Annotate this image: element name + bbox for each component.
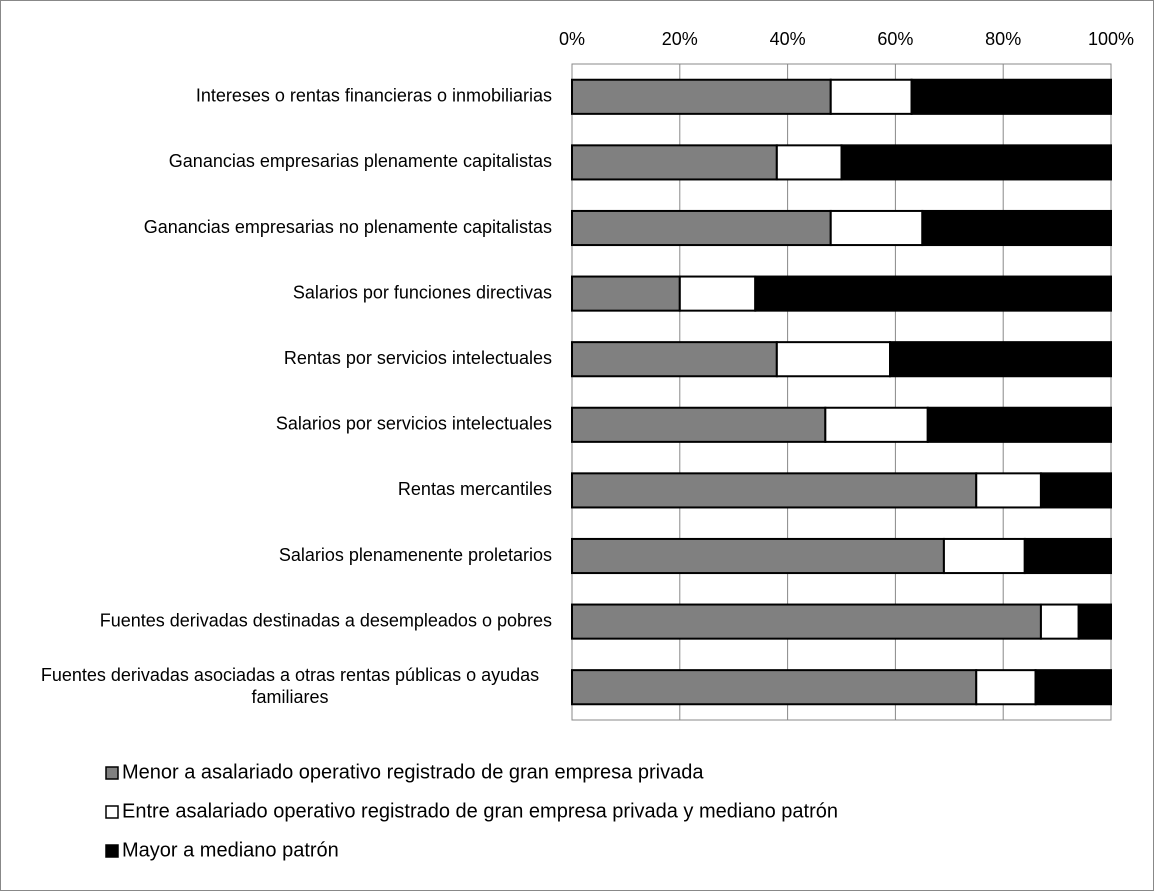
bar-segment: [1023, 537, 1113, 575]
bar-segment: [571, 406, 827, 443]
x-tick-label: 60%: [877, 29, 913, 49]
bar-segment: [829, 209, 924, 247]
bar-segment: [571, 669, 978, 706]
bar-segment: [942, 537, 1026, 575]
bar-segment: [571, 472, 978, 509]
x-tick-label: 80%: [985, 29, 1021, 49]
bar-segment: [571, 209, 832, 247]
bar-segment: [678, 275, 757, 312]
bar-segment: [829, 78, 913, 115]
bar-segment: [1077, 603, 1113, 640]
bar-segment: [840, 144, 1112, 181]
bar-segment: [775, 144, 843, 181]
y-tick-label: Rentas por servicios intelectuales: [284, 348, 552, 368]
legend-swatch: [105, 805, 119, 819]
legend-label: Entre asalariado operativo registrado de…: [122, 800, 838, 822]
y-tick-label: Fuentes derivadas destinadas a desemplea…: [100, 610, 552, 630]
legend-label: Menor a asalariado operativo registrado …: [122, 761, 704, 783]
legend-swatch: [105, 844, 119, 858]
bar-segment: [921, 209, 1112, 247]
bar-segment: [775, 341, 892, 378]
bar-segment: [571, 537, 945, 575]
bar-segment: [824, 406, 929, 443]
bar-segment: [1039, 603, 1080, 640]
bar-segment: [889, 341, 1113, 378]
y-tick-label: Salarios plenamenente proletarios: [279, 545, 552, 565]
x-tick-label: 0%: [559, 29, 585, 49]
bar-segment: [571, 144, 778, 181]
y-tick-label: Rentas mercantiles: [398, 479, 552, 499]
y-tick-label: Ganancias empresarias no plenamente capi…: [144, 217, 552, 237]
bar-segment: [571, 341, 778, 378]
bar-segment: [1039, 472, 1113, 509]
y-tick-label: Salarios por servicios intelectuales: [276, 414, 552, 434]
bar-segment: [571, 78, 832, 115]
legend-swatch: [105, 766, 119, 780]
bar-segment: [754, 275, 1112, 312]
y-tick-label: Intereses o rentas financieras o inmobil…: [196, 86, 552, 106]
bar-segment: [926, 406, 1112, 443]
bar-segment: [910, 78, 1112, 115]
x-tick-label: 20%: [662, 29, 698, 49]
y-tick-label: Fuentes derivadas asociadas a otras rent…: [41, 665, 539, 707]
x-tick-label: 40%: [770, 29, 806, 49]
legend-label: Mayor a mediano patrón: [122, 839, 339, 861]
bar-segment: [975, 472, 1042, 509]
bar-segment: [571, 603, 1042, 640]
bar-segment: [975, 669, 1037, 706]
x-tick-label: 100%: [1088, 29, 1134, 49]
y-tick-label: Ganancias empresarias plenamente capital…: [169, 151, 552, 171]
bar-segment: [1034, 669, 1113, 706]
bar-segment: [571, 275, 681, 312]
y-tick-label: Salarios por funciones directivas: [293, 282, 552, 302]
